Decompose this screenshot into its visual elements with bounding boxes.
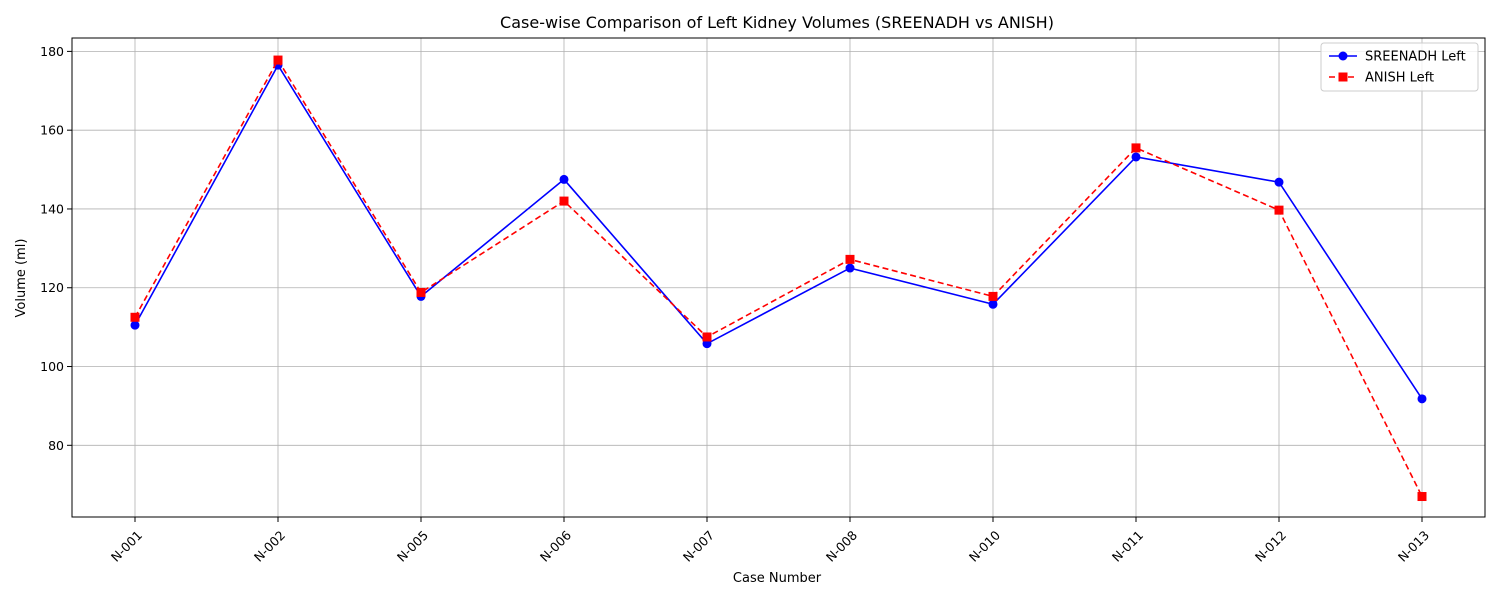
y-tick-label: 80 [48, 438, 64, 453]
y-tick-label: 120 [40, 280, 64, 295]
y-tick-label: 160 [40, 123, 64, 138]
y-tick-label: 140 [40, 201, 64, 216]
series-layer [130, 55, 1427, 502]
series-line-anish-left [134, 58, 1423, 497]
data-point-anish-left [1274, 205, 1284, 215]
data-point-anish-left [1417, 492, 1427, 502]
data-point-sreenadh-left [845, 263, 855, 273]
data-point-sreenadh-left [559, 174, 569, 184]
data-point-anish-left [988, 291, 998, 301]
data-point-anish-left [416, 287, 426, 297]
y-axis-label: Volume (ml) [14, 239, 29, 318]
data-point-sreenadh-left [130, 320, 140, 330]
x-tick-label: N-006 [537, 527, 574, 564]
x-tick-label: N-012 [1252, 528, 1289, 565]
data-point-anish-left [1131, 143, 1141, 153]
data-point-anish-left [702, 332, 712, 342]
legend-marker-sreenadh-left [1338, 51, 1348, 61]
x-tick-label: N-010 [966, 527, 1003, 564]
legend-box [1320, 42, 1479, 92]
chart-title: Case-wise Comparison of Left Kidney Volu… [500, 13, 1054, 32]
x-tick-label: N-011 [1109, 528, 1146, 565]
x-axis-label: Case Number [733, 571, 822, 586]
data-point-anish-left [273, 55, 283, 65]
x-tick-label: N-002 [251, 528, 288, 565]
series-line-sreenadh-left [134, 63, 1423, 400]
data-point-anish-left [845, 254, 855, 264]
data-point-sreenadh-left [988, 299, 998, 309]
data-point-sreenadh-left [1131, 152, 1141, 162]
x-tick-label: N-005 [394, 528, 431, 565]
y-tick-label: 100 [40, 359, 64, 374]
data-point-anish-left [559, 196, 569, 206]
legend: SREENADH Left ANISH Left [1320, 42, 1479, 92]
plot-frame [71, 37, 1486, 518]
axes: N-001 N-002 N-005 N-006 N-007 N-008 N-010 N-011… [40, 44, 1432, 565]
x-tick-label: N-001 [108, 528, 145, 565]
grid-lines [72, 38, 1485, 517]
legend-label-sreenadh-left: SREENADH Left [1365, 50, 1466, 65]
x-tick-label: N-007 [680, 528, 717, 565]
x-tick-label: N-013 [1395, 528, 1432, 565]
x-tick-label: N-008 [823, 527, 860, 564]
y-tick-label: 180 [40, 44, 64, 59]
legend-label-anish-left: ANISH Left [1365, 71, 1434, 86]
data-point-sreenadh-left [1417, 394, 1427, 404]
data-point-sreenadh-left [1274, 177, 1284, 187]
legend-marker-anish-left [1338, 72, 1348, 82]
data-point-anish-left [130, 312, 140, 322]
